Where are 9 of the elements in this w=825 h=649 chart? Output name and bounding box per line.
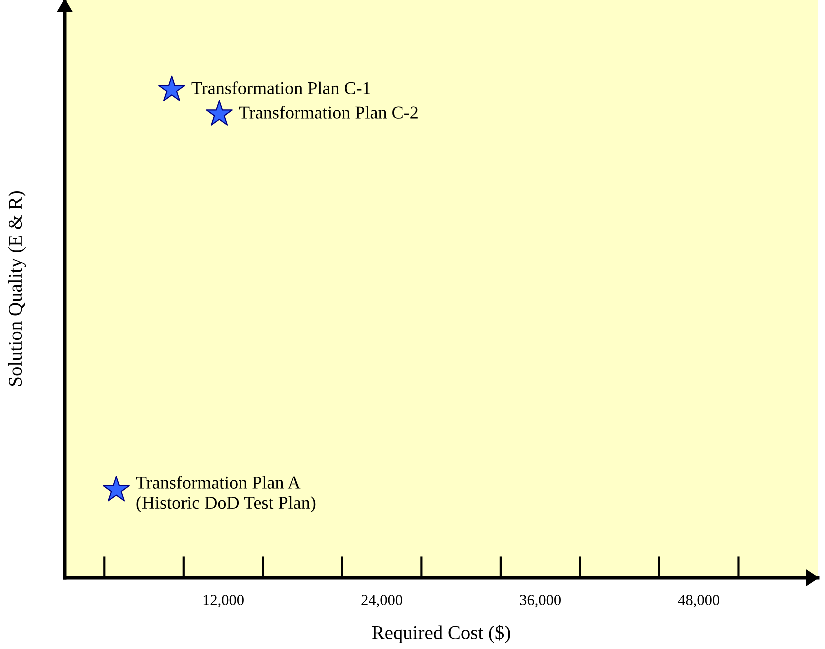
x-tick-label: 12,000 bbox=[204, 595, 244, 608]
annotation: Transformation Plan A (Historic DoD Test Plan) bbox=[136, 476, 316, 513]
x-tick-label: 48,000 bbox=[678, 595, 720, 608]
x-axis-title: Required Cost ($) bbox=[372, 625, 510, 644]
annotation: Transformation Plan C-1 bbox=[192, 82, 370, 95]
x-tick-label: 24,000 bbox=[362, 595, 402, 608]
annotation: Transformation Plan C-2 bbox=[239, 106, 418, 119]
y-axis-title: Solution Quality (E & R) bbox=[8, 192, 26, 386]
x-tick-label: 36,000 bbox=[520, 595, 562, 608]
